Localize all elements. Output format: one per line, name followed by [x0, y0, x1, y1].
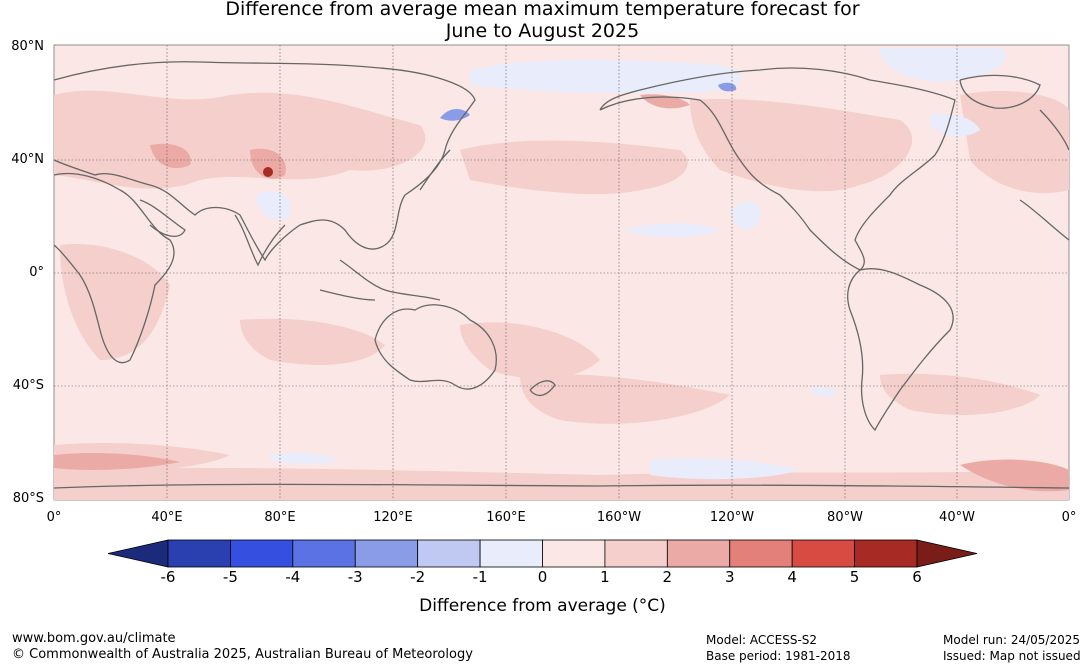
colorbar-tick-label: -6 — [160, 568, 176, 586]
lat-label-80n: 80°N — [11, 39, 44, 54]
colorbar-tick-label: 4 — [787, 568, 797, 586]
colorbar-arrow-right — [916, 539, 978, 568]
footer-issued: Issued: Map not issued — [943, 649, 1081, 663]
footer-model: Model: ACCESS-S2 — [706, 633, 818, 647]
footer-copyright: © Commonwealth of Australia 2025, Austra… — [12, 647, 473, 662]
colorbar-tick-label: -5 — [222, 568, 238, 586]
lon-label-80e: 80°E — [264, 510, 296, 525]
colorbar-tick-label: 1 — [600, 568, 610, 586]
colorbar-segment — [604, 539, 668, 568]
colorbar-segment — [417, 539, 481, 568]
lat-label-80s: 80°S — [12, 491, 44, 506]
coastlines — [53, 61, 1070, 489]
colorbar-segment — [230, 539, 294, 568]
colorbar-title: Difference from average (°C) — [419, 596, 666, 616]
lat-label-40s: 40°S — [12, 378, 44, 393]
colorbar-arrow-left — [107, 539, 169, 568]
lon-label-120w: 120°W — [709, 510, 755, 525]
footer-base-period: Base period: 1981-2018 — [706, 649, 851, 663]
lat-label-0: 0° — [29, 265, 44, 280]
footer-url: www.bom.gov.au/climate — [12, 631, 176, 646]
colorbar-segment — [479, 539, 543, 568]
colorbar-tick-label: -2 — [410, 568, 426, 586]
colorbar-segment — [167, 539, 231, 568]
hotspot-central-asia — [263, 167, 273, 177]
lon-label-160e: 160°E — [486, 510, 526, 525]
colorbar-tick-label: -1 — [472, 568, 488, 586]
lon-label-160w: 160°W — [596, 510, 642, 525]
lon-label-40w: 40°W — [939, 510, 975, 525]
map-title-line2: June to August 2025 — [445, 20, 640, 42]
colorbar-segment — [354, 539, 419, 568]
lon-label-80w: 80°W — [827, 510, 863, 525]
colorbar-segment — [666, 539, 731, 568]
colorbar-segment — [542, 539, 606, 568]
colorbar-tick-label: 6 — [912, 568, 922, 586]
colorbar-tick-label: -4 — [285, 568, 301, 586]
forecast-map — [53, 44, 1070, 501]
anomaly-patches-cool — [255, 48, 1007, 480]
colorbar-segment — [854, 539, 918, 568]
anomaly-patches-hot — [54, 94, 1069, 492]
map-title-line1: Difference from average mean maximum tem… — [225, 0, 860, 20]
colorbar-tick-label: -3 — [347, 568, 363, 586]
lon-label-0-right: 0° — [1061, 510, 1077, 525]
lat-label-40n: 40°N — [11, 152, 44, 167]
colorbar-tick-label: 3 — [724, 568, 735, 586]
colorbar-segment — [729, 539, 793, 568]
colorbar-tick-label: 2 — [662, 568, 673, 586]
colorbar-segments — [107, 539, 978, 568]
colorbar-tick-label: 0 — [537, 568, 548, 586]
lon-label-120e: 120°E — [373, 510, 413, 525]
colorbar-segment — [292, 539, 356, 568]
footer-model-run: Model run: 24/05/2025 — [943, 633, 1081, 647]
colorbar-tick-label: 5 — [849, 568, 860, 586]
graticule — [54, 45, 1069, 500]
cool-spot-canada — [718, 82, 737, 92]
lon-label-0-left: 0° — [46, 510, 62, 525]
lon-label-40e: 40°E — [151, 510, 183, 525]
colorbar-segment — [791, 539, 855, 568]
